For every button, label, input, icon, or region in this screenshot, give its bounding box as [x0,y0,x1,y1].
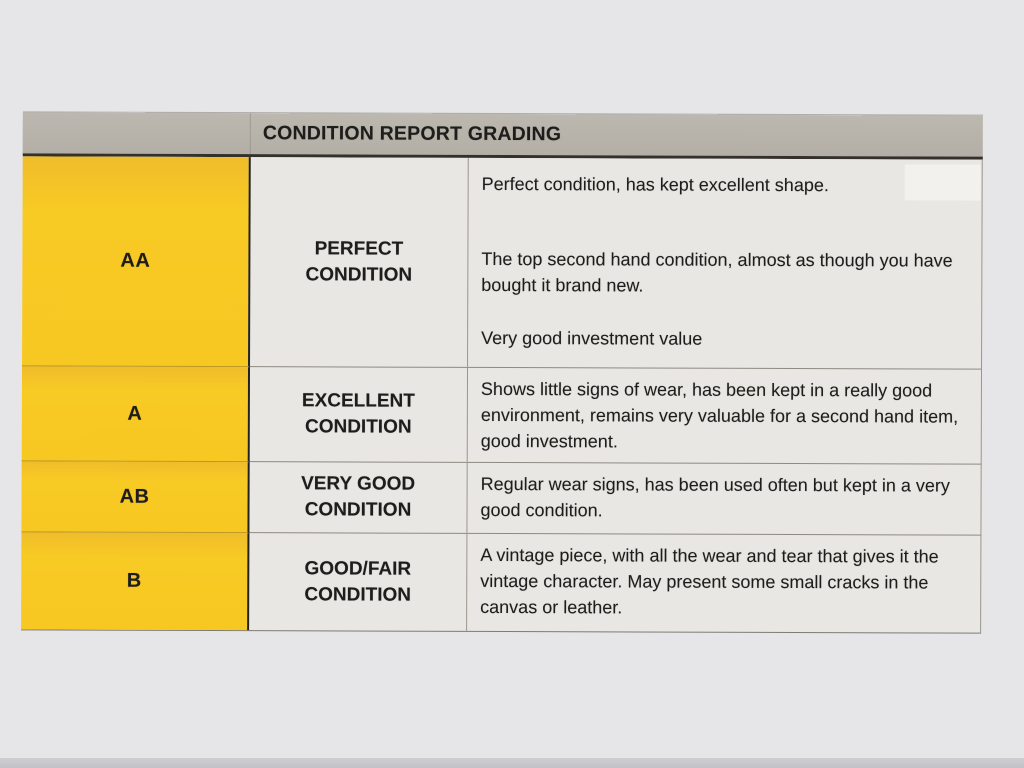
table-body: AA PERFECT CONDITION Perfect condition, … [21,156,983,634]
grade-code: B [126,569,142,592]
grade-code: AA [120,249,151,272]
description-paragraph: Very good investment value [481,327,703,349]
condition-name: PERFECT CONDITION [305,238,413,286]
header-spacer [22,112,251,155]
grade-code: AB [119,485,150,508]
condition-cell: PERFECT CONDITION [250,157,469,367]
grade-cell: AA [22,156,251,368]
grade-code: A [127,402,143,425]
paper-bottom-edge [0,758,1024,768]
table-header: CONDITION REPORT GRADING [22,112,983,160]
condition-cell: GOOD/FAIR CONDITION [249,533,468,631]
table-row: AA PERFECT CONDITION Perfect condition, … [22,156,983,370]
table-title: CONDITION REPORT GRADING [262,122,562,146]
grading-table: CONDITION REPORT GRADING AA PERFECT COND… [21,112,983,634]
condition-cell: EXCELLENT CONDITION [249,367,469,462]
grade-cell: A [21,366,251,463]
description-cell: A vintage piece, with all the wear and t… [467,534,981,633]
description-paragraph: The top second hand condition, almost as… [481,248,953,296]
grade-cell: B [21,532,250,631]
table-row: A EXCELLENT CONDITION Shows little signs… [21,366,983,465]
description-paragraph: Perfect condition, has kept excellent sh… [481,173,829,196]
table-row: AB VERY GOOD CONDITION Regular wear sign… [21,461,982,536]
condition-name: EXCELLENT CONDITION [301,390,415,438]
description-cell: Perfect condition, has kept excellent sh… [468,158,983,369]
description-cell: Regular wear signs, has been used often … [467,463,981,535]
description-paragraph: Regular wear signs, has been used often … [480,473,950,521]
condition-name: VERY GOOD CONDITION [301,473,416,521]
condition-name: GOOD/FAIR CONDITION [304,558,412,606]
table-row: B GOOD/FAIR CONDITION A vintage piece, w… [21,532,982,634]
description-paragraph: A vintage piece, with all the wear and t… [480,544,939,618]
grade-cell: AB [21,461,250,534]
description-cell: Shows little signs of wear, has been kep… [468,368,982,464]
description-paragraph: Shows little signs of wear, has been kep… [480,378,959,452]
condition-cell: VERY GOOD CONDITION [249,462,468,533]
